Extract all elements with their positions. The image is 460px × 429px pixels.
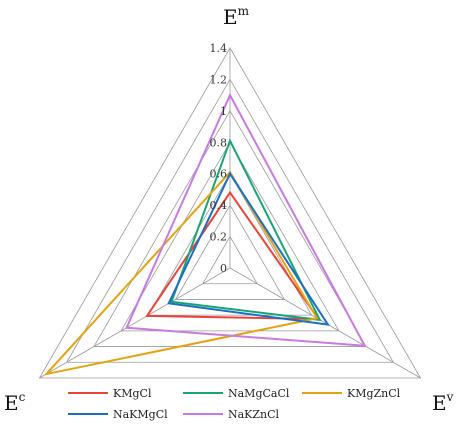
tick-label-layer: 0 0.2 0.4 0.6 0.8 1 1.2 1.4	[210, 42, 228, 275]
axis-label-0: Em	[223, 4, 250, 29]
grid-ring-1	[202, 235, 258, 285]
tick-label: 1.4	[210, 42, 228, 55]
axis-label-1: Ev	[432, 390, 454, 415]
series-NaKZnCl	[125, 92, 367, 347]
grid-ring-4	[120, 141, 340, 332]
tick-label: 0.6	[210, 168, 228, 181]
grid-ring-3	[147, 172, 313, 316]
grid-ring-2	[174, 204, 286, 300]
axis-spoke-1	[229, 267, 421, 379]
axis-label-sup: c	[19, 390, 26, 404]
axis-label-sup: m	[238, 4, 250, 18]
axis-label-sup: v	[446, 390, 454, 404]
axis-label-base: E	[223, 5, 238, 29]
tick-label: 0.8	[210, 136, 228, 149]
legend: KMgCl NaMgCaCl KMgZnCl NaKMgCl NaKZnCl	[68, 387, 401, 421]
axis-label-base: E	[4, 391, 19, 415]
series-layer	[43, 92, 367, 376]
grid-ring-7	[38, 47, 422, 379]
grid-layer	[38, 47, 422, 379]
tick-label: 0	[220, 262, 227, 275]
grid-ring-6	[65, 78, 395, 363]
tick-label: 1.2	[210, 73, 228, 86]
axis-spoke-2	[39, 267, 231, 379]
legend-label-KMgCl: KMgCl	[113, 387, 152, 400]
legend-label-KMgZnCl: KMgZnCl	[347, 387, 401, 400]
legend-label-NaMgCaCl: NaMgCaCl	[228, 387, 290, 400]
legend-label-NaKMgCl: NaKMgCl	[113, 408, 168, 421]
series-KMgZnCl	[43, 170, 319, 376]
grid-ring-5	[93, 110, 367, 347]
tick-label: 0.4	[210, 199, 228, 212]
series-NaMgCaCl	[170, 138, 322, 322]
tick-label: 1	[220, 105, 227, 118]
tick-label: 0.2	[210, 231, 228, 244]
series-NaKMgCl	[167, 171, 331, 326]
legend-label-NaKZnCl: NaKZnCl	[228, 408, 280, 421]
axis-label-base: E	[432, 391, 447, 415]
axis-label-2: Ec	[4, 390, 26, 415]
